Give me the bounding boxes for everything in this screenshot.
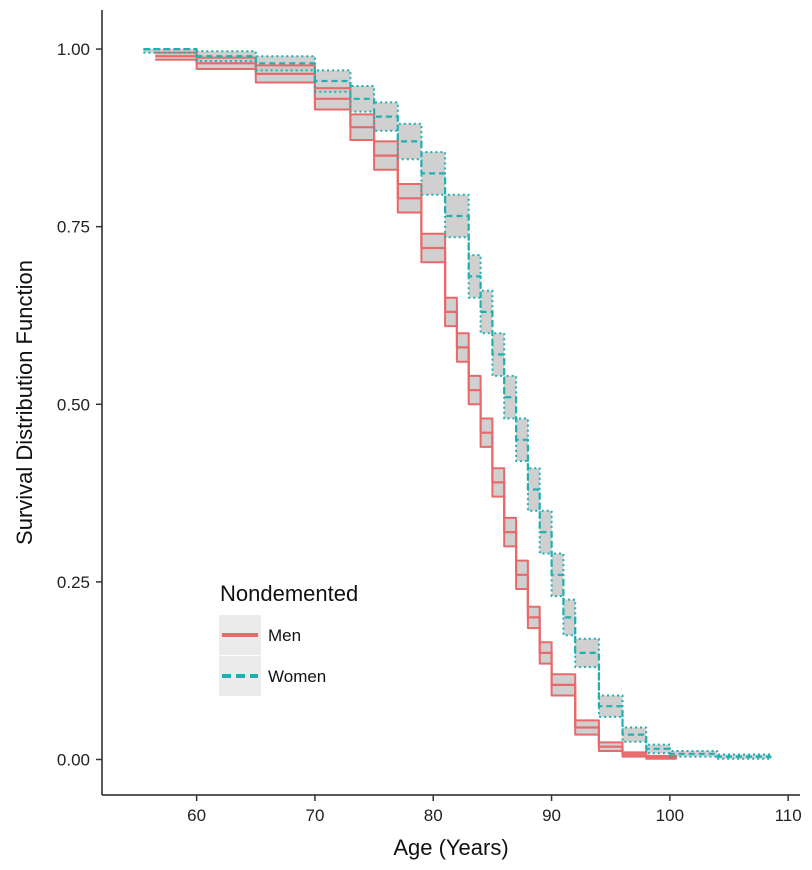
y-tick-label: 1.00	[57, 40, 90, 59]
x-tick-label: 110	[775, 806, 802, 825]
survival-curve-men	[155, 55, 677, 760]
y-tick-label: 0.50	[57, 395, 90, 414]
legend: Nondemented Men Women	[219, 581, 358, 696]
y-tick-label: 0.75	[57, 218, 90, 237]
legend-title: Nondemented	[220, 581, 358, 606]
x-tick-label: 60	[187, 806, 206, 825]
x-axis-ticks: 60 70 80 90 100 110	[187, 795, 802, 825]
x-tick-label: 70	[305, 806, 324, 825]
confidence-bands	[143, 49, 771, 760]
y-tick-label: 0.00	[57, 750, 90, 769]
y-axis-ticks: 0.00 0.25 0.50 0.75 1.00	[57, 40, 102, 769]
lower-bound-women	[143, 51, 772, 760]
legend-label-men: Men	[268, 626, 301, 645]
legend-label-women: Women	[268, 667, 326, 686]
axes	[101, 10, 800, 796]
y-tick-label: 0.25	[57, 573, 90, 592]
x-axis-title: Age (Years)	[393, 835, 508, 860]
x-tick-label: 90	[542, 806, 561, 825]
survival-curves	[143, 48, 772, 760]
y-axis-title: Survival Distribution Function	[12, 260, 37, 545]
confidence-band-men	[155, 52, 676, 760]
survival-curve-women	[143, 48, 772, 760]
x-tick-label: 80	[424, 806, 443, 825]
x-tick-label: 100	[656, 806, 684, 825]
